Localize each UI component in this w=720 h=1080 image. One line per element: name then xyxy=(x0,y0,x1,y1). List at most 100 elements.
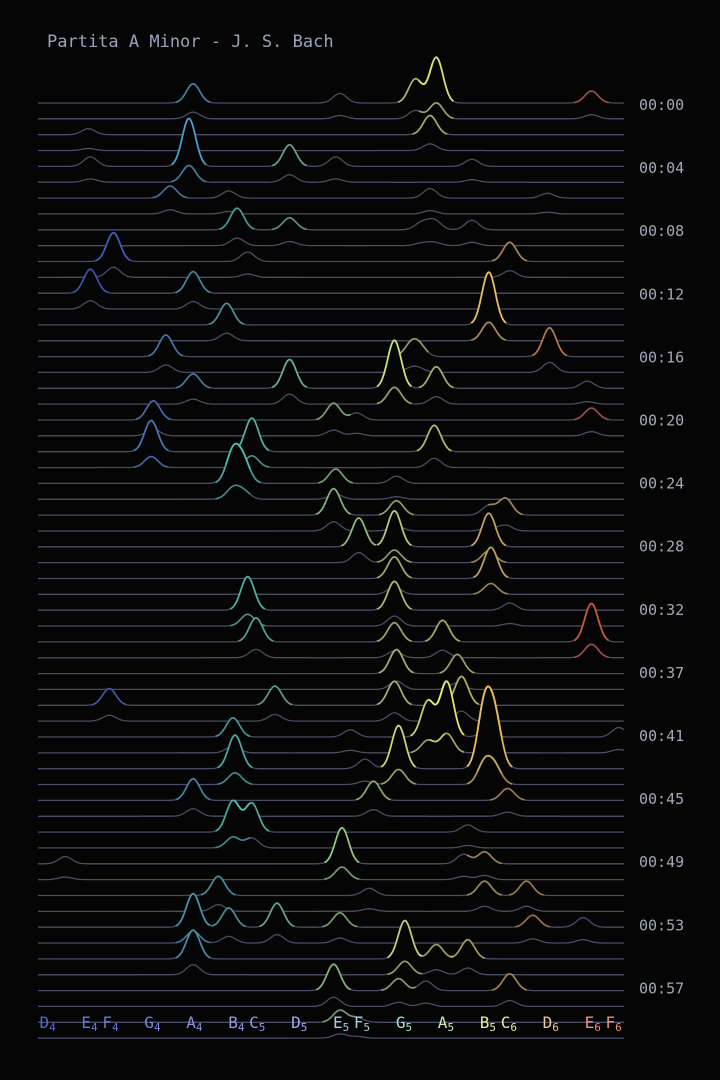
ridge-peak xyxy=(378,648,414,674)
ridge-peak xyxy=(257,685,293,706)
ridge-peak xyxy=(450,938,486,960)
ridge-peak xyxy=(215,835,251,849)
ridge-peak xyxy=(324,866,360,881)
ridge-row xyxy=(38,185,625,199)
ridge-peak xyxy=(376,386,412,405)
ridge-row xyxy=(38,875,625,897)
ridge-peak xyxy=(175,777,211,801)
ridge-peak xyxy=(573,643,609,659)
ridge-peak xyxy=(531,326,568,357)
time-axis-labels: 00:00 00:04 00:08 00:12 00:16 00:20 00:24 00:28… xyxy=(639,96,684,997)
ridge-row xyxy=(38,732,625,754)
ridge-peak xyxy=(315,963,352,991)
ridge-row xyxy=(38,582,625,595)
ridge-line xyxy=(38,549,624,564)
ridge-fill xyxy=(38,808,625,817)
ridge-line xyxy=(38,209,624,215)
ridge-peak xyxy=(470,512,507,547)
ridge-row xyxy=(38,777,625,802)
ridge-peak xyxy=(386,919,423,959)
ridge-row xyxy=(38,509,625,548)
ridge-peak xyxy=(238,616,274,642)
ridge-row xyxy=(38,710,625,722)
ridge-peak xyxy=(152,185,188,199)
ridge-peak xyxy=(133,419,169,452)
ridge-peak xyxy=(271,358,308,389)
ridge-line xyxy=(38,778,624,802)
ridge-peak xyxy=(476,754,513,785)
ridge-peak xyxy=(376,555,412,579)
ridge-peak xyxy=(418,56,455,102)
ridge-peak xyxy=(233,417,270,452)
ridge-peak xyxy=(95,231,132,262)
ridge-peak xyxy=(573,407,609,421)
time-tick-label: 00:16 xyxy=(639,348,684,366)
ridge-peak xyxy=(380,977,417,992)
ridge-row xyxy=(38,399,625,421)
ridge-line xyxy=(38,602,624,643)
ridge-row xyxy=(38,487,625,516)
ridge-peak xyxy=(376,621,412,643)
ridge-peak xyxy=(376,680,412,706)
ridge-line xyxy=(38,680,624,691)
ridge-row xyxy=(38,266,625,279)
ridge-peak xyxy=(175,929,211,959)
ridge-fill xyxy=(38,488,625,516)
ridge-row xyxy=(38,339,625,389)
ridge-fill xyxy=(38,269,625,294)
ridge-line xyxy=(38,680,625,738)
ridge-row xyxy=(38,117,625,168)
ridge-peak xyxy=(316,402,352,421)
ridge-peak xyxy=(135,399,171,421)
ridge-line xyxy=(38,546,624,580)
ridge-fill xyxy=(38,455,625,468)
ridge-peak xyxy=(378,499,414,516)
ridge-peak xyxy=(175,82,211,104)
ridge-fill xyxy=(38,997,625,1007)
time-tick-label: 00:45 xyxy=(639,790,684,808)
ridge-peak xyxy=(476,685,513,768)
time-tick-label: 00:28 xyxy=(639,538,684,556)
ridge-peak xyxy=(418,102,454,120)
ridge-peak xyxy=(573,90,609,104)
ridge-peak xyxy=(219,207,255,230)
ridge-fill xyxy=(38,920,625,959)
ridge-peak xyxy=(376,509,412,547)
ridge-peak xyxy=(418,365,454,389)
ridge-fill xyxy=(38,1033,625,1039)
ridge-fill xyxy=(38,893,625,928)
ridge-fill xyxy=(38,418,625,452)
ridge-peak xyxy=(217,734,253,769)
ridge-line xyxy=(38,114,624,136)
ridge-row xyxy=(38,209,625,215)
time-tick-label: 00:20 xyxy=(639,412,684,430)
ridge-peak xyxy=(91,687,127,706)
ridge-row xyxy=(38,143,625,152)
ridge-peak xyxy=(387,960,423,976)
ridge-fill xyxy=(38,118,625,167)
ridge-line xyxy=(38,836,624,849)
ridge-line xyxy=(38,710,624,722)
ridge-row xyxy=(38,321,625,342)
ridge-row xyxy=(38,648,625,675)
ridge-line xyxy=(38,575,624,611)
ridge-row xyxy=(38,164,625,183)
ridge-line xyxy=(38,102,624,120)
ridge-peak xyxy=(471,321,507,341)
ridge-peak xyxy=(424,619,461,643)
ridge-peak xyxy=(271,143,308,167)
time-tick-label: 00:00 xyxy=(639,96,684,114)
ridge-line xyxy=(38,237,624,247)
ridge-peak xyxy=(315,487,352,516)
ridge-row xyxy=(38,268,625,294)
ridge-row xyxy=(38,56,625,104)
ridge-row xyxy=(38,996,625,1008)
ridge-peak xyxy=(200,875,236,896)
ridge-fill xyxy=(38,686,625,769)
ridge-row xyxy=(38,866,625,881)
ridge-line xyxy=(38,799,624,833)
ridge-line xyxy=(38,361,624,374)
ridge-row xyxy=(38,808,625,817)
ridge-fill xyxy=(38,961,625,975)
ridge-peak xyxy=(148,334,184,357)
